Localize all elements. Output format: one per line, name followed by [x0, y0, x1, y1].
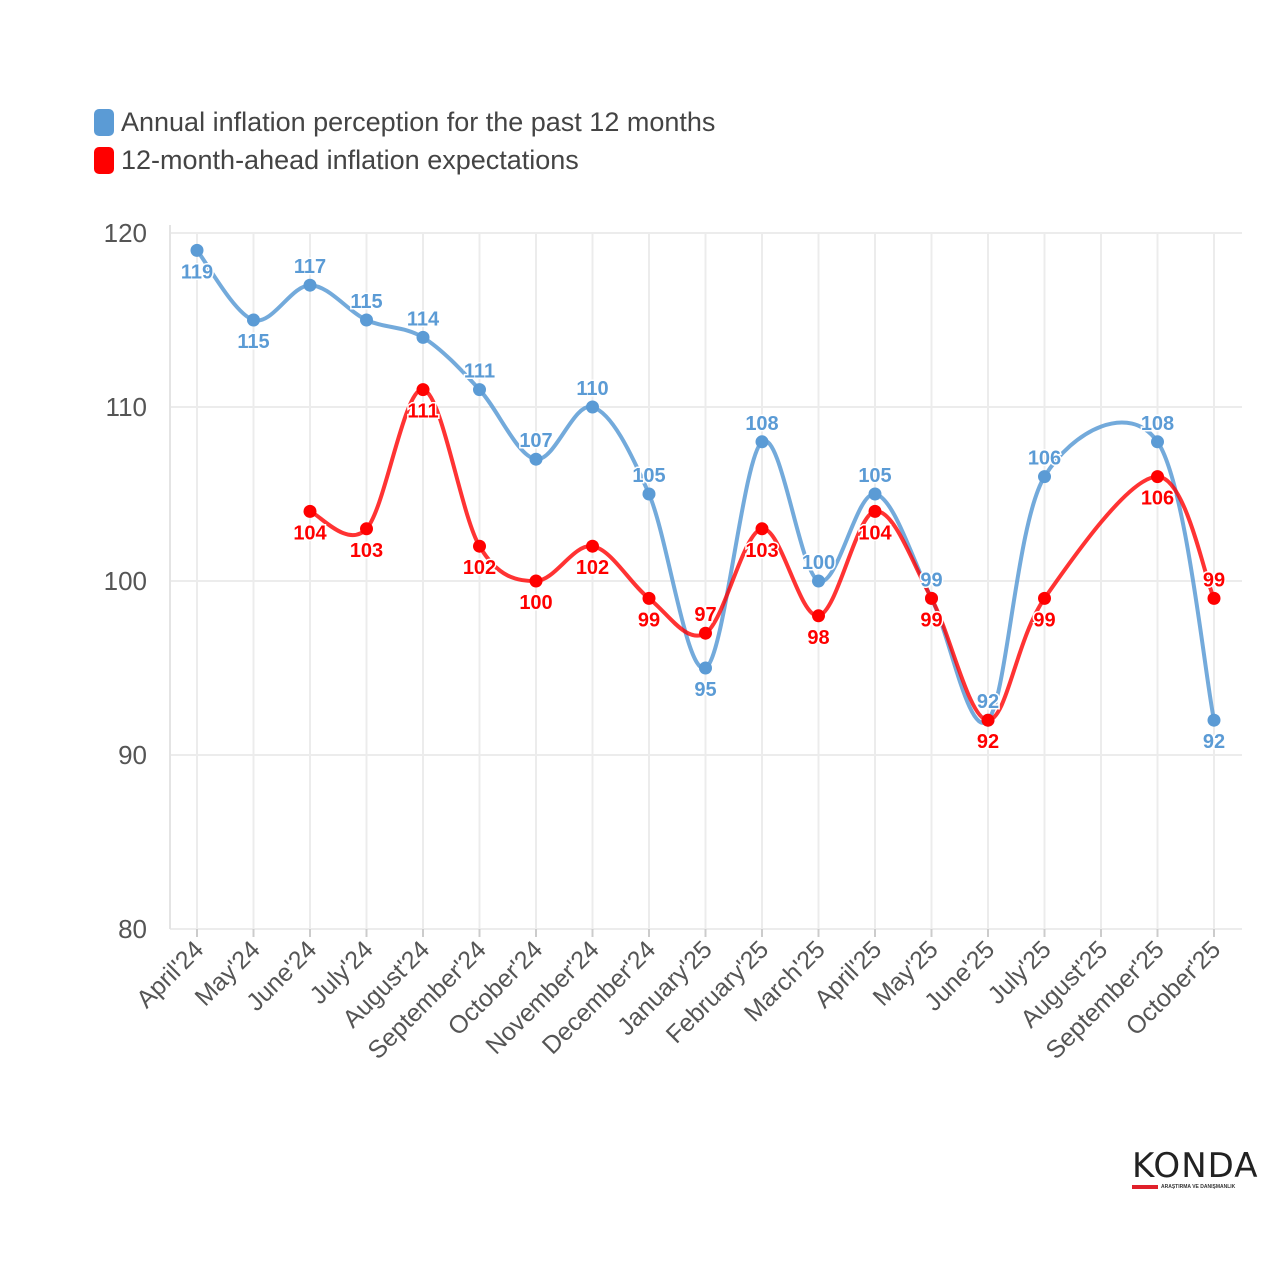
y-tick-label: 100	[104, 566, 147, 596]
data-point	[699, 661, 712, 675]
data-label: 119	[181, 261, 213, 283]
data-point	[642, 487, 656, 501]
data-label: 99	[1203, 569, 1225, 591]
logo-text: KONDA	[1132, 1146, 1259, 1186]
data-point	[1151, 435, 1164, 449]
data-point	[812, 609, 825, 623]
data-label: 98	[807, 627, 829, 649]
data-label: 108	[745, 413, 778, 435]
legend-swatch-blue	[94, 109, 114, 136]
data-point	[360, 313, 373, 327]
logo-tagline: ARAŞTIRMA VE DANIŞMANLIK	[1161, 1184, 1236, 1190]
data-label: 115	[237, 331, 269, 353]
data-label: 111	[464, 361, 495, 383]
data-label: 92	[977, 691, 999, 713]
series-line-0	[195, 249, 1216, 725]
data-label: 102	[463, 557, 496, 579]
data-point	[642, 591, 656, 605]
data-point	[699, 626, 712, 640]
data-point	[529, 452, 543, 466]
data-label: 107	[519, 430, 552, 452]
data-point	[812, 574, 825, 588]
data-label: 105	[632, 465, 665, 487]
data-label: 99	[1033, 609, 1055, 631]
y-tick-label: 120	[104, 218, 147, 248]
data-label: 102	[576, 557, 609, 579]
y-tick-label: 80	[118, 914, 147, 944]
data-point	[416, 330, 430, 344]
legend-label: 12-month-ahead inflation expectations	[121, 145, 579, 175]
data-point	[1207, 591, 1221, 605]
data-point	[868, 504, 882, 518]
logo-bar	[1132, 1185, 1158, 1189]
konda-logo: KONDA ARAŞTIRMA VE DANIŞMANLIK	[1132, 1146, 1262, 1190]
legend-swatch-red	[94, 147, 114, 174]
data-point	[981, 713, 995, 727]
data-label: 104	[293, 522, 327, 544]
data-point	[473, 383, 486, 397]
y-tick-label: 90	[118, 740, 147, 770]
data-point	[190, 243, 204, 257]
data-label: 104	[858, 522, 892, 544]
data-point	[303, 278, 317, 292]
data-point	[1038, 470, 1051, 484]
data-label: 99	[920, 569, 942, 591]
data-point	[247, 313, 260, 327]
data-label: 92	[977, 731, 999, 753]
data-point	[755, 522, 769, 536]
data-label: 115	[350, 291, 382, 313]
legend-item-expectations[interactable]: 12-month-ahead inflation expectations	[94, 145, 579, 176]
data-point	[1207, 713, 1221, 727]
data-label: 97	[694, 604, 716, 626]
data-point	[529, 574, 543, 588]
legend-item-perception[interactable]: Annual inflation perception for the past…	[94, 107, 715, 138]
data-label: 114	[407, 308, 440, 330]
data-label: 100	[802, 552, 835, 574]
data-point	[755, 435, 769, 449]
legend-label: Annual inflation perception for the past…	[121, 107, 716, 137]
data-label: 110	[576, 378, 608, 400]
data-label: 99	[920, 609, 942, 631]
data-label: 108	[1141, 413, 1174, 435]
data-point	[586, 539, 599, 553]
data-point	[586, 400, 599, 414]
y-tick-label: 110	[106, 392, 147, 422]
data-point	[303, 504, 317, 518]
data-point	[473, 539, 486, 553]
data-label: 99	[638, 609, 660, 631]
data-label: 92	[1203, 731, 1225, 753]
data-point	[925, 591, 938, 605]
data-point	[1038, 591, 1051, 605]
x-tick-label: April'24	[131, 935, 209, 1013]
data-label: 111	[407, 401, 438, 423]
data-label: 106	[1028, 448, 1061, 470]
data-point	[416, 383, 430, 397]
data-point	[868, 487, 882, 501]
data-label: 100	[519, 592, 552, 614]
data-point	[1151, 470, 1164, 484]
data-label: 103	[350, 540, 383, 562]
data-label: 103	[745, 540, 778, 562]
data-point	[360, 522, 373, 536]
data-label: 105	[858, 465, 891, 487]
data-label: 106	[1141, 488, 1174, 510]
data-label: 95	[694, 679, 716, 701]
data-label: 117	[294, 256, 326, 278]
